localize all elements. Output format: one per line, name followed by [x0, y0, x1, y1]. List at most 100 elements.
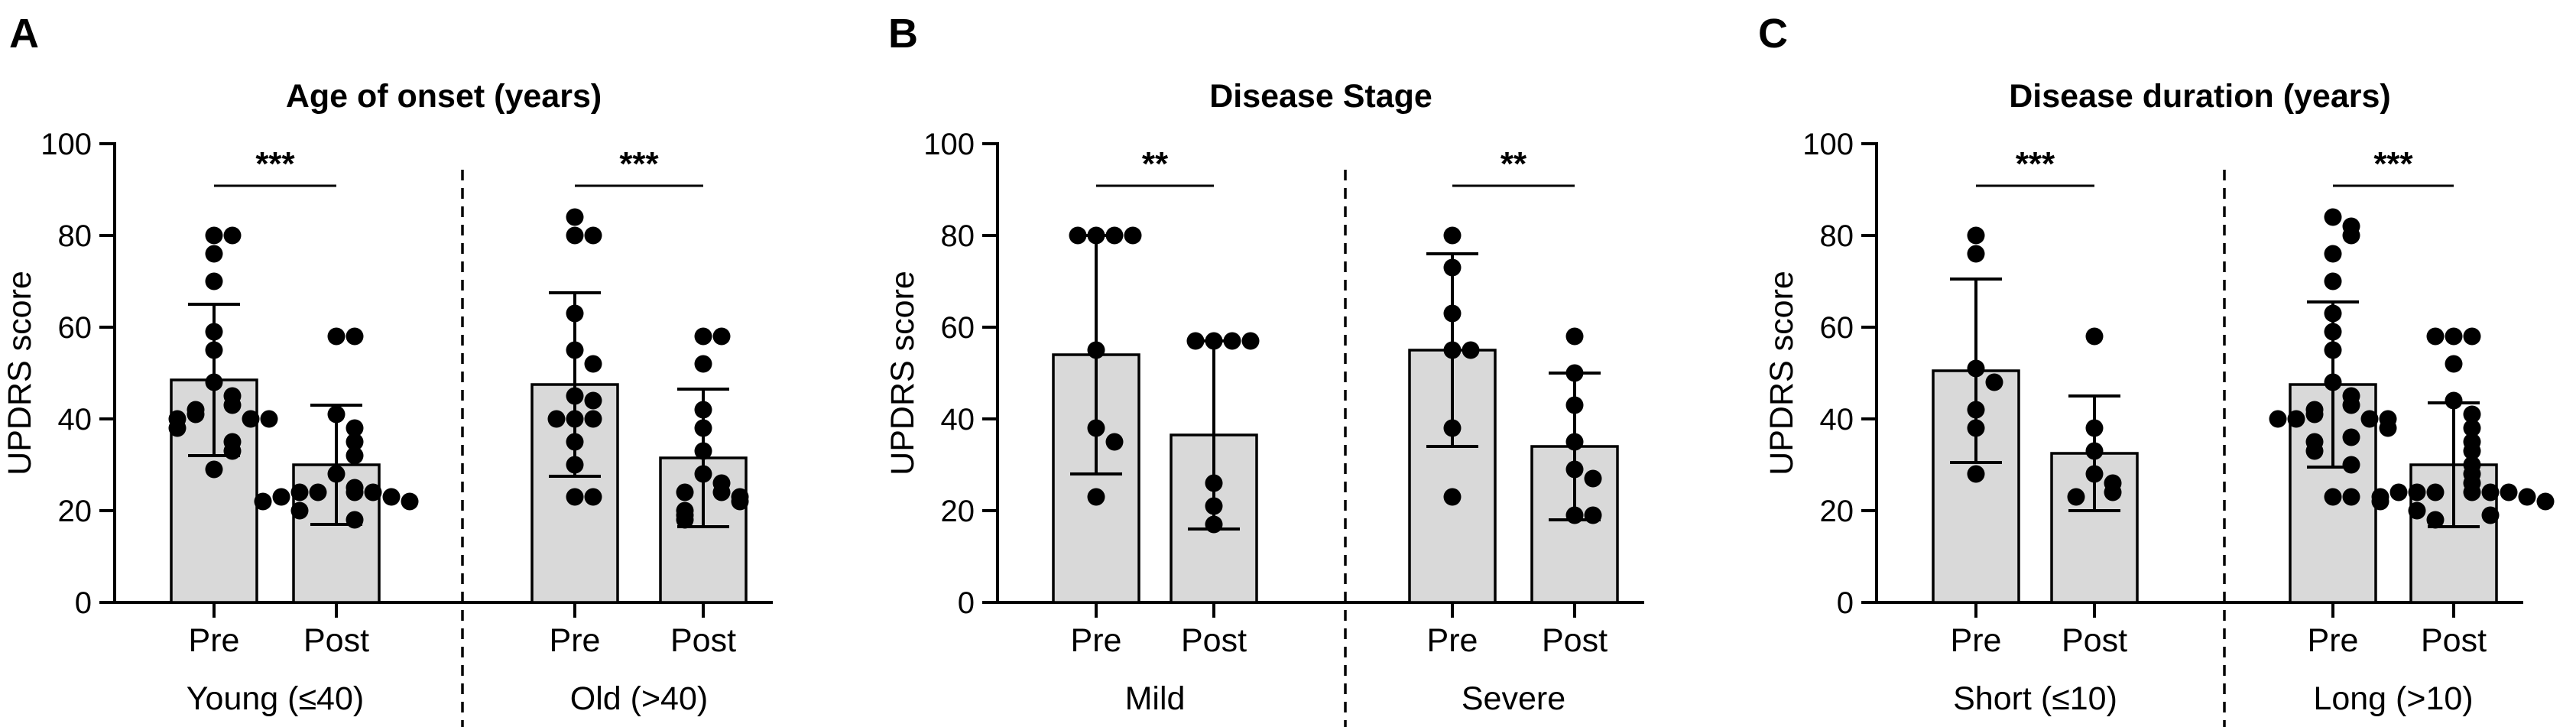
x-tick-label: Post: [2421, 622, 2487, 659]
data-point: [223, 226, 242, 245]
data-point: [2445, 355, 2463, 373]
x-tick-label: Pre: [1427, 622, 1478, 659]
data-point: [254, 492, 272, 511]
chart-title: Disease duration (years): [2009, 78, 2390, 115]
data-point: [1443, 226, 1462, 245]
data-point: [1087, 488, 1105, 506]
x-tick-label: Pre: [189, 622, 240, 659]
data-point: [2463, 483, 2481, 501]
data-point: [2104, 483, 2122, 501]
panel-letter: B: [888, 11, 918, 57]
data-point: [272, 488, 290, 506]
data-point: [346, 483, 364, 501]
data-point: [712, 327, 731, 346]
data-point: [2408, 501, 2426, 520]
data-point: [205, 272, 223, 290]
data-point: [1584, 469, 1602, 488]
data-point: [1124, 226, 1142, 245]
y-tick-label: 60: [941, 311, 975, 345]
data-point: [346, 446, 364, 465]
data-point: [2324, 488, 2342, 506]
data-point: [712, 483, 731, 501]
x-tick-label: Post: [670, 622, 736, 659]
data-point: [584, 391, 602, 410]
data-point: [2500, 483, 2518, 501]
data-point: [2287, 410, 2305, 428]
data-point: [731, 492, 749, 511]
data-point: [2342, 456, 2360, 474]
data-point: [584, 488, 602, 506]
data-point: [223, 396, 242, 414]
data-point: [187, 405, 205, 424]
data-point: [346, 419, 364, 437]
y-tick-label: 0: [1837, 586, 1854, 620]
data-point: [676, 511, 694, 529]
data-point: [2085, 327, 2104, 346]
y-tick-label: 80: [58, 219, 92, 253]
data-point: [382, 488, 401, 506]
data-point: [547, 410, 566, 428]
group-label: Old (>40): [570, 680, 708, 717]
data-point: [401, 492, 419, 511]
x-tick-label: Post: [1181, 622, 1247, 659]
data-point: [1967, 465, 1985, 483]
y-axis-label: UPDRS score: [884, 271, 921, 475]
data-point: [223, 442, 242, 460]
data-point: [346, 433, 364, 451]
data-point: [2269, 410, 2287, 428]
data-point: [1462, 341, 1480, 359]
data-point: [290, 483, 309, 501]
y-tick-label: 100: [923, 128, 975, 161]
data-point: [2324, 245, 2342, 263]
data-point: [2518, 488, 2536, 506]
data-point: [2305, 442, 2324, 460]
data-point: [2379, 419, 2397, 437]
data-point: [309, 483, 327, 501]
data-point: [1967, 245, 1985, 263]
data-point: [2463, 405, 2481, 424]
y-tick-label: 20: [1820, 495, 1854, 528]
x-tick-label: Post: [2062, 622, 2127, 659]
y-tick-label: 80: [1820, 219, 1854, 253]
y-tick-label: 0: [75, 586, 92, 620]
y-tick-label: 100: [1802, 128, 1854, 161]
data-point: [566, 208, 584, 226]
data-point: [260, 410, 278, 428]
x-tick-label: Post: [1542, 622, 1608, 659]
significance-label: **: [1142, 145, 1169, 183]
y-tick-label: 40: [58, 403, 92, 437]
group-label: Short (≤10): [1953, 680, 2117, 717]
data-point: [2342, 226, 2360, 245]
group-label: Young (≤40): [187, 680, 364, 717]
data-point: [2067, 488, 2085, 506]
data-point: [2536, 492, 2555, 511]
y-tick-label: 80: [941, 219, 975, 253]
data-point: [2481, 506, 2500, 524]
data-point: [584, 355, 602, 373]
significance-label: **: [1501, 145, 1527, 183]
data-point: [1967, 226, 1985, 245]
data-point: [694, 355, 712, 373]
group-label: Severe: [1462, 680, 1565, 717]
data-point: [2408, 483, 2426, 501]
y-tick-label: 100: [41, 128, 92, 161]
data-point: [1584, 506, 1602, 524]
data-point: [2324, 272, 2342, 290]
data-point: [1241, 332, 1260, 350]
y-tick-label: 0: [958, 586, 975, 620]
significance-label: ***: [2016, 145, 2055, 183]
data-point: [205, 245, 223, 263]
data-point: [346, 511, 364, 529]
y-tick-label: 60: [1820, 311, 1854, 345]
data-point: [2463, 442, 2481, 460]
data-point: [2426, 511, 2445, 529]
data-point: [327, 327, 346, 346]
data-point: [205, 226, 223, 245]
data-point: [2463, 327, 2481, 346]
chart-title: Age of onset (years): [286, 78, 602, 115]
data-point: [1985, 373, 2003, 391]
y-axis-label: UPDRS score: [2, 271, 38, 475]
data-point: [584, 226, 602, 245]
data-point: [1443, 488, 1462, 506]
